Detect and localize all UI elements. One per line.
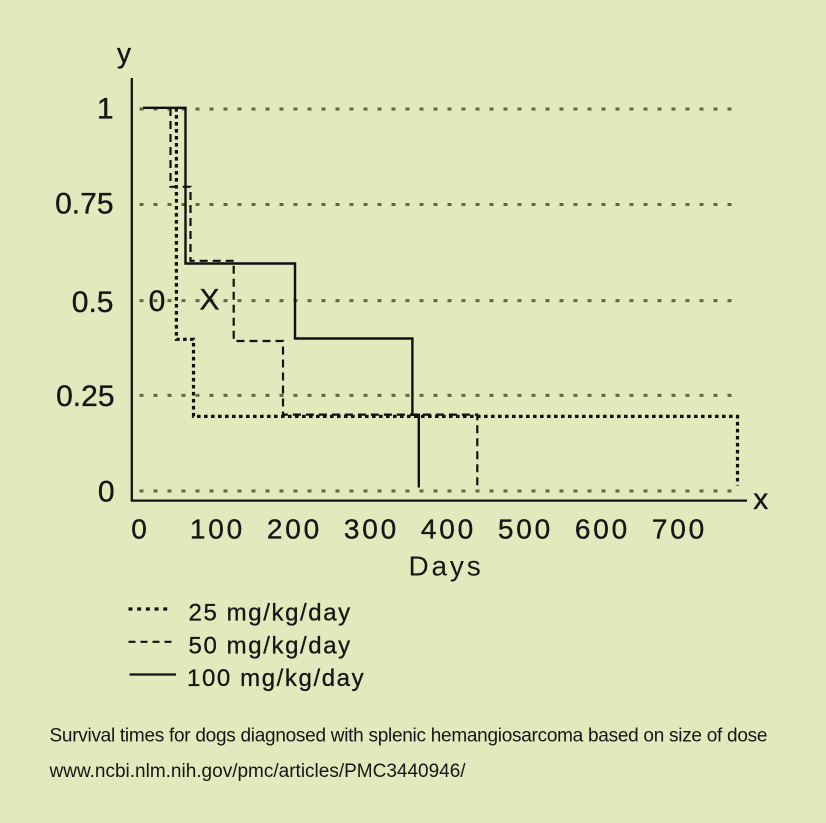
svg-text:25 mg/kg/day: 25 mg/kg/day xyxy=(189,600,352,627)
svg-text:0: 0 xyxy=(131,514,149,545)
svg-text:y: y xyxy=(117,38,131,69)
svg-text:600: 600 xyxy=(575,514,630,545)
svg-text:700: 700 xyxy=(652,514,707,545)
svg-text:0: 0 xyxy=(149,285,166,318)
svg-text:www.ncbi.nlm.nih.gov/pmc/artic: www.ncbi.nlm.nih.gov/pmc/articles/PMC344… xyxy=(49,761,467,782)
svg-text:100 mg/kg/day: 100 mg/kg/day xyxy=(187,665,365,692)
svg-text:400: 400 xyxy=(421,514,476,545)
svg-text:500: 500 xyxy=(498,514,553,545)
svg-text:300: 300 xyxy=(344,514,399,545)
svg-text:100: 100 xyxy=(190,514,245,545)
svg-text:50 mg/kg/day: 50 mg/kg/day xyxy=(189,633,352,660)
svg-text:200: 200 xyxy=(267,514,322,545)
svg-text:1: 1 xyxy=(97,93,114,126)
svg-text:Days: Days xyxy=(409,551,484,582)
svg-text:Survival times for dogs diagno: Survival times for dogs diagnosed with s… xyxy=(50,726,768,747)
svg-text:X: X xyxy=(199,284,219,317)
svg-text:0: 0 xyxy=(98,476,115,509)
svg-text:x: x xyxy=(753,483,768,516)
svg-text:0.25: 0.25 xyxy=(56,380,114,413)
svg-text:0.5: 0.5 xyxy=(72,286,114,319)
svg-text:0.75: 0.75 xyxy=(55,188,113,221)
